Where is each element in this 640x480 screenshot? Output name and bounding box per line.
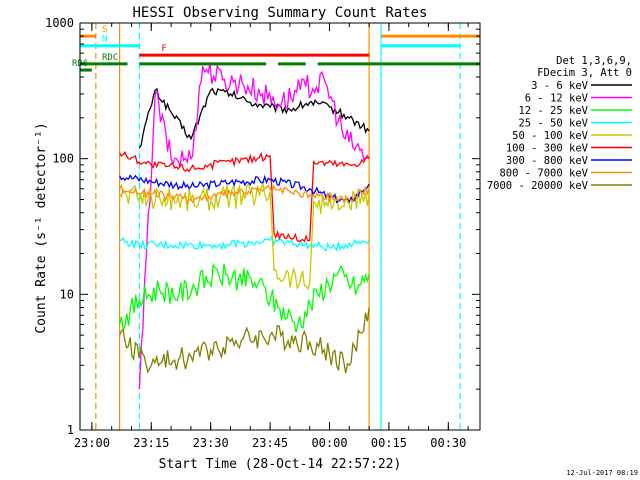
state-bar-label-2: F — [161, 44, 166, 54]
timestamp: 12-Jul-2017 08:19 — [566, 469, 638, 477]
legend-label-4: 50 - 100 keV — [512, 130, 589, 142]
x-tick-label-6: 00:30 — [430, 436, 466, 450]
series-line-8 — [119, 307, 370, 374]
x-tick-label-4: 00:00 — [311, 436, 347, 450]
legend-label-0: 3 - 6 keV — [531, 80, 589, 92]
series-line-0 — [138, 87, 370, 149]
x-tick-label-1: 23:15 — [133, 436, 169, 450]
series-line-2 — [118, 262, 370, 333]
series-line-7 — [119, 184, 370, 205]
state-bar-label-1: N — [102, 35, 107, 45]
legend-header-0: Det 1,3,6,9, — [556, 55, 632, 67]
series-line-3 — [119, 234, 370, 252]
x-tick-label-0: 23:00 — [74, 436, 110, 450]
y-tick-label-0: 1 — [67, 423, 74, 437]
legend-label-7: 800 - 7000 keV — [499, 168, 588, 180]
series-line-5 — [119, 151, 370, 243]
legend-label-1: 6 - 12 keV — [525, 93, 589, 105]
state-bar-label-0: S — [102, 25, 107, 35]
y-tick-label-1: 10 — [60, 287, 74, 301]
legend-label-8: 7000 - 20000 keV — [487, 180, 589, 192]
x-tick-label-5: 00:15 — [371, 436, 407, 450]
chart-title: HESSI Observing Summary Count Rates — [132, 5, 427, 21]
series-line-4 — [119, 183, 370, 291]
x-axis-label: Start Time (28-Oct-14 22:57:22) — [159, 457, 402, 472]
legend-header-1: FDecim 3, Att 0 — [537, 67, 632, 79]
y-tick-label-2: 100 — [52, 152, 74, 166]
y-axis-label: Count Rate (s⁻¹ detector⁻¹) — [34, 122, 49, 333]
x-tick-label-3: 23:45 — [252, 436, 288, 450]
state-bar-label-3: RDC — [102, 53, 118, 63]
legend-label-3: 25 - 50 keV — [518, 118, 588, 130]
legend-label-6: 300 - 800 keV — [506, 155, 589, 167]
x-tick-label-2: 23:30 — [193, 436, 229, 450]
y-tick-label-3: 1000 — [45, 16, 74, 30]
legend-label-5: 100 - 300 keV — [506, 143, 589, 155]
legend-label-2: 12 - 25 keV — [518, 105, 588, 117]
series-line-1 — [138, 62, 370, 390]
plot-frame — [79, 22, 481, 431]
